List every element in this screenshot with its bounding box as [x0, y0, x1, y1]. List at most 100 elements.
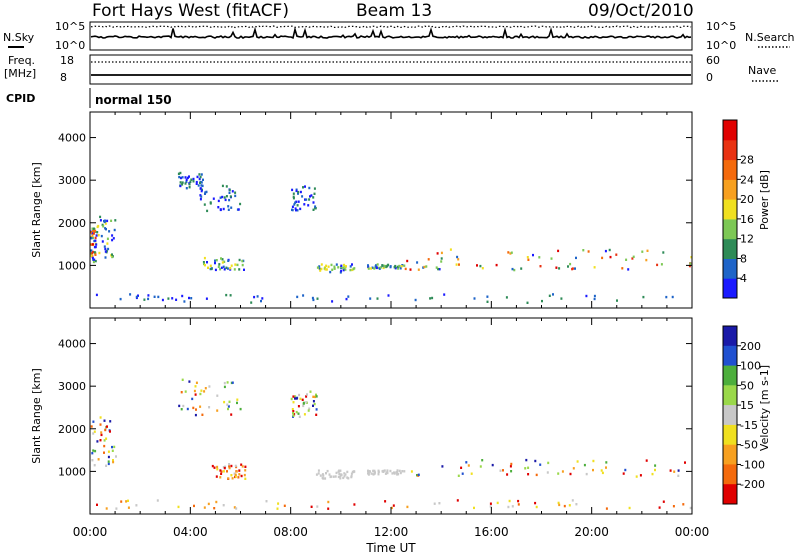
- echo-cell: [479, 465, 482, 468]
- echo-cell: [561, 470, 564, 473]
- echo-cell: [340, 269, 343, 273]
- velocity-x-ticks: [89, 318, 693, 514]
- echo-cell: [327, 507, 330, 510]
- echo-cell: [372, 473, 375, 476]
- echo-cell: [592, 459, 595, 463]
- cpid-value: normal 150: [95, 93, 172, 107]
- echo-cell: [185, 178, 188, 181]
- echo-cell: [253, 295, 256, 299]
- echo-cell: [181, 176, 184, 179]
- echo-cell: [333, 265, 336, 268]
- echo-cell: [427, 258, 430, 261]
- echo-cell: [621, 267, 624, 270]
- echo-cell: [440, 257, 443, 260]
- echo-cell: [481, 459, 484, 462]
- echo-cell: [308, 407, 311, 410]
- echo-cell: [641, 250, 644, 253]
- echo-cell: [302, 404, 305, 408]
- echo-cell: [329, 475, 332, 479]
- echo-cell: [449, 248, 452, 251]
- echo-cell: [215, 475, 218, 478]
- echo-cell: [230, 464, 233, 468]
- echo-cell: [406, 259, 409, 263]
- colorbar-swatch: [723, 278, 737, 299]
- echo-cell: [199, 175, 202, 179]
- echo-cell: [276, 507, 279, 510]
- echo-cell: [292, 197, 295, 200]
- echo-cell: [156, 499, 159, 502]
- echo-cell: [153, 295, 156, 298]
- echo-cell: [382, 266, 385, 270]
- echo-cell: [190, 297, 193, 300]
- echo-cell: [689, 506, 692, 510]
- echo-cell: [353, 267, 356, 270]
- echo-cell: [108, 230, 111, 233]
- echo-cell: [416, 261, 419, 264]
- echo-cell: [375, 266, 378, 270]
- echo-cell: [191, 397, 194, 401]
- echo-cell: [338, 469, 341, 472]
- echo-cell: [527, 473, 530, 476]
- echo-cell: [546, 471, 549, 474]
- echo-cell: [201, 413, 204, 416]
- echo-cell: [200, 181, 203, 184]
- echo-cell: [525, 458, 528, 462]
- echo-cell: [185, 180, 188, 183]
- echo-cell: [293, 413, 296, 416]
- colorbar-swatch: [723, 258, 737, 279]
- echo-cell: [198, 177, 201, 181]
- echo-cell: [193, 504, 195, 508]
- echo-cell: [127, 499, 129, 502]
- echo-cell: [298, 393, 301, 397]
- echo-cell: [200, 173, 203, 176]
- echo-cell: [92, 260, 95, 264]
- echo-cell: [94, 229, 96, 233]
- echo-cell: [213, 466, 216, 469]
- echo-cell: [422, 266, 425, 269]
- echo-cell: [399, 267, 402, 270]
- echo-cell: [351, 263, 353, 266]
- echo-cell: [423, 265, 426, 269]
- echo-cell: [587, 250, 590, 253]
- echo-cell: [227, 477, 230, 480]
- echo-cell: [429, 297, 432, 300]
- echo-cell: [216, 409, 219, 412]
- echo-cell: [200, 389, 203, 392]
- echo-cell: [299, 207, 302, 211]
- echo-cell: [244, 465, 247, 468]
- echo-cell: [302, 294, 305, 297]
- velocity-echoes: [90, 378, 692, 510]
- echo-cell: [295, 209, 297, 212]
- echo-cell: [318, 265, 321, 268]
- echo-cell: [509, 252, 512, 255]
- echo-cell: [376, 263, 379, 266]
- echo-cell: [349, 265, 352, 268]
- echo-cell: [295, 189, 298, 193]
- echo-cell: [228, 191, 231, 194]
- freq-panel: Freq. [MHz] 18 8 60 0 Nave: [4, 54, 778, 85]
- echo-cell: [315, 473, 318, 476]
- echo-cell: [161, 298, 164, 302]
- echo-cell: [194, 385, 197, 388]
- echo-cell: [510, 251, 513, 254]
- echo-cell: [609, 255, 612, 259]
- echo-cell: [233, 472, 236, 475]
- echo-cell: [511, 267, 514, 271]
- echo-cell: [299, 397, 302, 400]
- echo-cell: [440, 260, 443, 263]
- echo-cell: [307, 204, 310, 207]
- echo-cell: [214, 268, 217, 272]
- echo-cell: [431, 296, 434, 300]
- echo-cell: [292, 401, 295, 404]
- echo-cell: [125, 500, 128, 503]
- freq-label: Freq.: [8, 54, 35, 67]
- echo-cell: [99, 439, 102, 442]
- echo-cell: [90, 243, 92, 246]
- echo-cell: [220, 470, 223, 473]
- echo-cell: [295, 397, 298, 400]
- echo-cell: [195, 408, 197, 411]
- echo-cell: [175, 298, 178, 301]
- echo-cell: [96, 440, 99, 443]
- echo-cell: [387, 294, 390, 297]
- echo-cell: [558, 503, 561, 507]
